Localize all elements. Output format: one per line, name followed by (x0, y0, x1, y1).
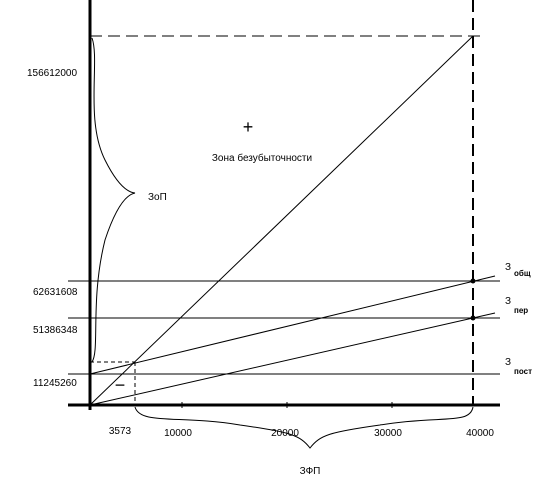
left-brace (91, 37, 136, 363)
x-label: 20000 (271, 428, 299, 439)
y-label: 62631608 (33, 287, 78, 298)
revenue-line (89, 35, 474, 406)
x-label: 40000 (466, 428, 494, 439)
minus-sign: − (115, 375, 126, 395)
zone-label: Зона безубыточности (212, 152, 312, 164)
plus-sign: + (243, 117, 254, 137)
curve-label: З (505, 296, 511, 307)
total-cost-line (89, 275, 496, 375)
variable-cost-line (89, 312, 496, 406)
point (470, 278, 476, 284)
y-label: 51386348 (33, 325, 78, 336)
curve-label-sub: пер (514, 306, 528, 315)
y-label: 156612000 (27, 68, 77, 79)
y-label: 11245260 (33, 378, 77, 389)
curve-label-sub: пост (514, 367, 532, 376)
x-label: 3573 (109, 426, 132, 437)
curve-label: З (505, 262, 511, 273)
x-label: 30000 (374, 428, 402, 439)
x-ticks (181, 402, 393, 408)
brace-label: ЗоП (148, 192, 167, 203)
point (470, 315, 476, 321)
curve-label: З (505, 357, 511, 368)
curve-label-sub: общ (514, 269, 531, 278)
bottom-brace (134, 406, 474, 449)
x-label: 10000 (164, 428, 192, 439)
brace-label: ЗФП (300, 466, 321, 477)
